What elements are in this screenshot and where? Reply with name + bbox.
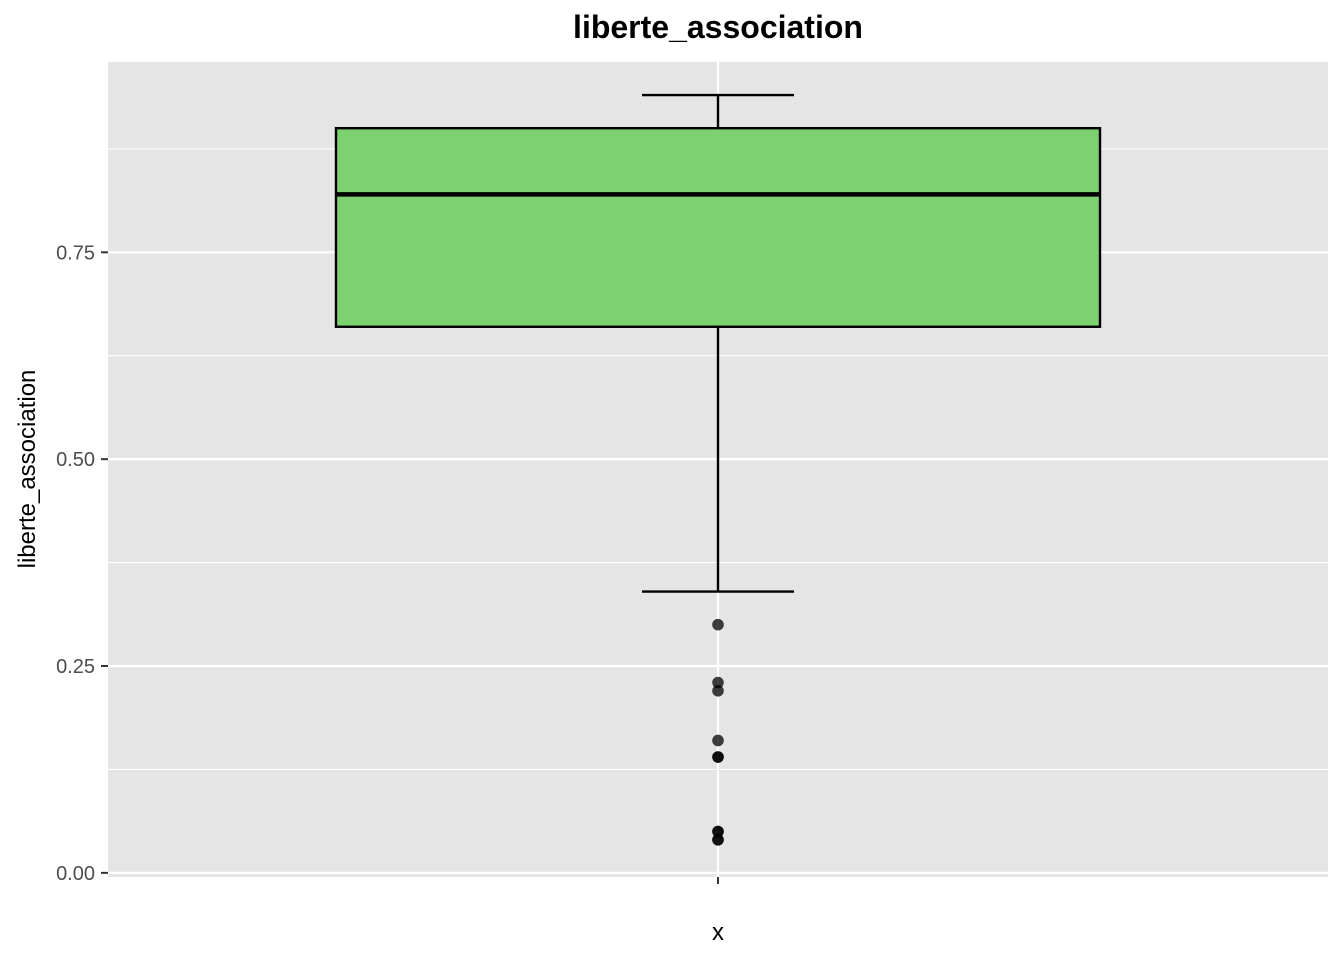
- iqr-box: [334, 126, 1102, 328]
- outlier-point: [712, 618, 724, 631]
- outlier-point: [712, 825, 724, 838]
- chart-title: liberte_association: [573, 9, 863, 45]
- y-tick-label: 0.25: [56, 656, 95, 678]
- outlier-point: [712, 685, 724, 697]
- outlier-points: [712, 618, 724, 846]
- outlier-point: [712, 676, 724, 689]
- outlier-point: [712, 833, 724, 846]
- y-tick-label: 0.75: [56, 242, 95, 264]
- x-axis-title: x: [712, 919, 724, 946]
- whiskers: [642, 93, 794, 593]
- y-axis-title: liberte_association: [14, 370, 41, 569]
- y-tick-label: 0.00: [56, 863, 95, 885]
- outlier-point: [712, 734, 724, 747]
- y-axis: 0.00 0.25 0.50 0.75: [56, 242, 108, 885]
- outlier-point: [712, 751, 724, 763]
- y-tick-label: 0.50: [56, 449, 95, 471]
